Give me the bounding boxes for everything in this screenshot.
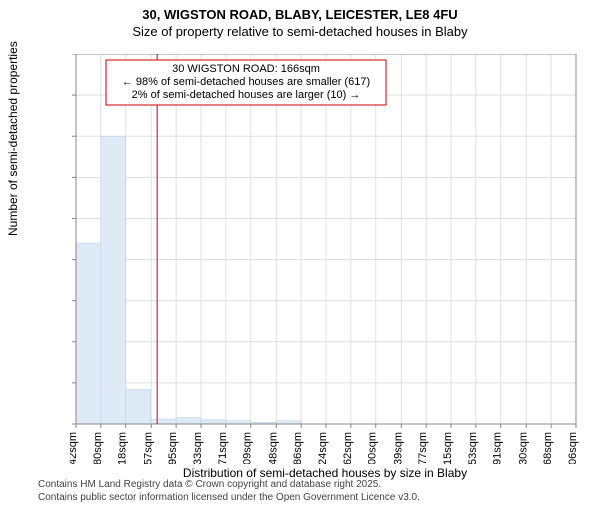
x-tick-label: 271sqm	[217, 432, 229, 464]
footer-line-2: Contains public sector information licen…	[38, 492, 420, 505]
histogram-bar	[76, 243, 101, 424]
callout-text: ← 98% of semi-detached houses are smalle…	[122, 76, 370, 88]
x-tick-label: 118sqm	[117, 432, 129, 464]
callout-text: 2% of semi-detached houses are larger (1…	[132, 89, 361, 101]
x-tick-label: 500sqm	[367, 432, 379, 464]
x-tick-label: 806sqm	[567, 432, 579, 464]
x-tick-label: 348sqm	[267, 432, 279, 464]
chart-area: 05010015020025030035040045042sqm80sqm118…	[70, 54, 580, 424]
x-tick-label: 615sqm	[442, 432, 454, 464]
footer-line-1: Contains HM Land Registry data © Crown c…	[38, 479, 420, 492]
histogram-bar	[201, 420, 226, 424]
page-title: 30, WIGSTON ROAD, BLABY, LEICESTER, LE8 …	[0, 6, 600, 24]
histogram-bar	[126, 389, 151, 424]
x-tick-label: 80sqm	[92, 432, 104, 464]
histogram-svg: 05010015020025030035040045042sqm80sqm118…	[70, 54, 580, 464]
histogram-bar	[101, 136, 126, 424]
x-tick-label: 691sqm	[492, 432, 504, 464]
x-tick-label: 539sqm	[392, 432, 404, 464]
x-axis-label: Distribution of semi-detached houses by …	[70, 466, 580, 480]
x-tick-label: 462sqm	[342, 432, 354, 464]
y-axis-label: Number of semi-detached properties	[6, 41, 20, 236]
page-subtitle: Size of property relative to semi-detach…	[0, 24, 600, 39]
x-tick-label: 653sqm	[467, 432, 479, 464]
x-tick-label: 42sqm	[70, 432, 79, 464]
x-tick-label: 577sqm	[417, 432, 429, 464]
x-tick-label: 386sqm	[292, 432, 304, 464]
x-tick-label: 730sqm	[517, 432, 529, 464]
x-tick-label: 157sqm	[142, 432, 154, 464]
x-tick-label: 768sqm	[542, 432, 554, 464]
x-tick-label: 424sqm	[317, 432, 329, 464]
callout-text: 30 WIGSTON ROAD: 166sqm	[172, 63, 320, 75]
x-tick-label: 195sqm	[167, 432, 179, 464]
x-tick-label: 309sqm	[242, 432, 254, 464]
footer-credits: Contains HM Land Registry data © Crown c…	[38, 479, 420, 504]
x-tick-label: 233sqm	[192, 432, 204, 464]
histogram-bar	[151, 419, 176, 424]
histogram-bar	[176, 417, 201, 424]
